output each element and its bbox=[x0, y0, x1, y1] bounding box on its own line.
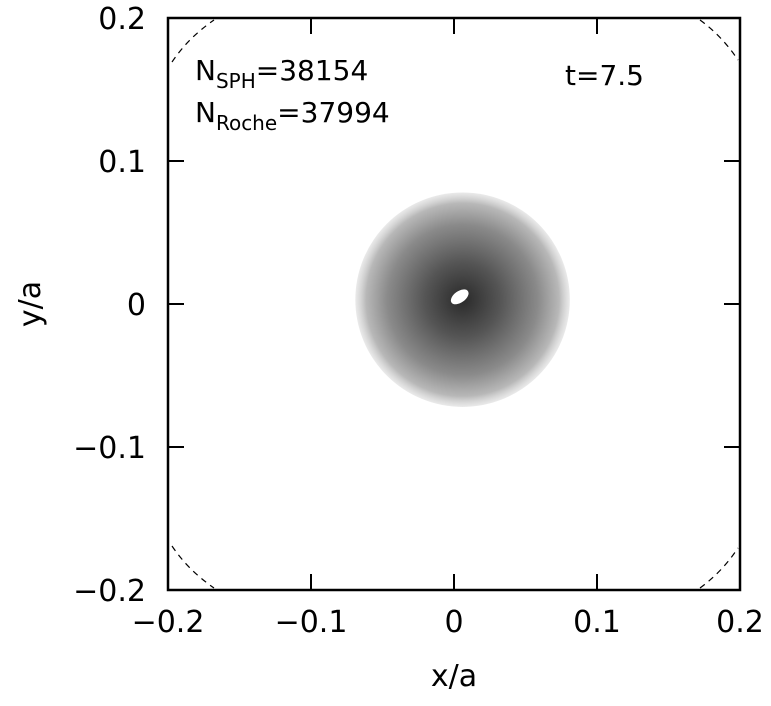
y-tick-label: 0.2 bbox=[98, 2, 146, 37]
x-axis-label: x/a bbox=[431, 659, 477, 694]
annotation-value: 37994 bbox=[301, 96, 390, 129]
annotation-symbol: t bbox=[565, 59, 576, 92]
annotation-symbol: N bbox=[195, 54, 216, 87]
roche-arc bbox=[171, 545, 215, 589]
annotation-value: 7.5 bbox=[599, 59, 644, 92]
roche-arc bbox=[699, 19, 739, 61]
annotation-relation: = bbox=[576, 59, 599, 92]
annotation-subscript: Roche bbox=[216, 111, 277, 135]
x-tick-label: −0.1 bbox=[275, 605, 348, 640]
annotation-relation: = bbox=[256, 54, 279, 87]
x-tick-label: 0.1 bbox=[573, 605, 621, 640]
roche-arc bbox=[699, 547, 739, 589]
annotation: NSPH=38154 bbox=[195, 54, 368, 93]
x-tick-label: 0 bbox=[444, 605, 463, 640]
y-axis-label: y/a bbox=[13, 281, 48, 327]
x-tick-label: −0.2 bbox=[132, 605, 205, 640]
x-tick-label: 0.2 bbox=[716, 605, 764, 640]
roche-arcs bbox=[171, 19, 739, 589]
annotation-value: 38154 bbox=[279, 54, 368, 87]
annotation-subscript: SPH bbox=[216, 69, 256, 93]
roche-arc bbox=[171, 19, 215, 63]
y-tick-label: 0 bbox=[127, 288, 146, 323]
y-tick-label: −0.1 bbox=[73, 431, 146, 466]
annotation: t=7.5 bbox=[565, 59, 644, 92]
y-tick-label: −0.2 bbox=[73, 574, 146, 609]
central-hole bbox=[450, 289, 469, 305]
y-tick-label: 0.1 bbox=[98, 145, 146, 180]
annotation-relation: = bbox=[277, 96, 300, 129]
annotation: NRoche=37994 bbox=[195, 96, 390, 135]
annotation-symbol: N bbox=[195, 96, 216, 129]
